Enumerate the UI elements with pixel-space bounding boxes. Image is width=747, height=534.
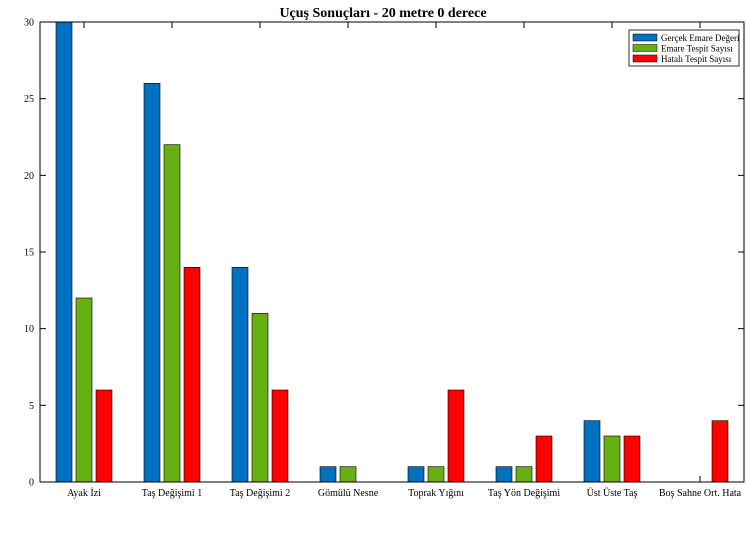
bar-hatali-tespit	[183, 267, 201, 483]
bar-gercek	[55, 21, 73, 483]
x-tick-label: Toprak Yığını	[408, 488, 464, 499]
y-tick-label: 5	[29, 401, 34, 412]
chart-title: Uçuş Sonuçları - 20 metre 0 derece	[279, 6, 486, 21]
bar-emare-tespit	[427, 466, 445, 483]
legend-swatch	[632, 54, 658, 63]
bar-emare-tespit	[75, 297, 93, 483]
y-tick-label: 10	[24, 324, 34, 335]
x-tick-label: Gömülü Nesne	[318, 488, 379, 499]
y-tick-label: 30	[24, 18, 34, 29]
bar-gercek	[407, 466, 425, 483]
x-tick-label: Boş Sahne Ort. Hata	[659, 488, 742, 499]
y-tick-label: 0	[29, 478, 34, 489]
bar-gercek	[231, 267, 249, 483]
bars	[55, 21, 729, 483]
plot-area-frame	[39, 21, 745, 483]
legend-swatch	[632, 33, 658, 42]
legend-label: Gerçek Emare Değeri	[661, 33, 740, 43]
bar-emare-tespit	[163, 144, 181, 483]
bar-gercek	[495, 466, 513, 483]
x-tick-label: Taş Yön Değişimi	[488, 488, 560, 499]
bar-emare-tespit	[603, 435, 621, 483]
x-tick-label: Taş Değişimi 1	[142, 488, 202, 499]
bar-hatali-tespit	[447, 389, 465, 483]
x-tick-label: Ayak İzi	[67, 487, 101, 499]
bar-hatali-tespit	[711, 420, 729, 483]
y-axis-ticks: 0 5 10 15 20 25 30	[24, 18, 744, 489]
bar-emare-tespit	[515, 466, 533, 483]
y-tick-label: 15	[24, 248, 34, 259]
bar-emare-tespit	[339, 466, 357, 483]
bar-gercek	[583, 420, 601, 483]
bar-gercek	[143, 83, 161, 483]
bar-hatali-tespit	[95, 389, 113, 483]
legend-label: Hatalı Tespit Sayısı	[661, 54, 732, 64]
x-tick-label: Üst Üste Taş	[587, 487, 638, 499]
bar-emare-tespit	[251, 313, 269, 483]
x-tick-label: Taş Değişimi 2	[230, 488, 290, 499]
y-tick-label: 20	[24, 171, 34, 182]
legend-swatch	[632, 44, 658, 52]
bar-hatali-tespit	[623, 435, 641, 483]
bar-hatali-tespit	[535, 435, 553, 483]
legend-label: Emare Tespit Sayısı	[661, 44, 733, 54]
bar-gercek	[319, 466, 337, 483]
y-tick-label: 25	[24, 94, 34, 105]
bar-hatali-tespit	[271, 389, 289, 483]
